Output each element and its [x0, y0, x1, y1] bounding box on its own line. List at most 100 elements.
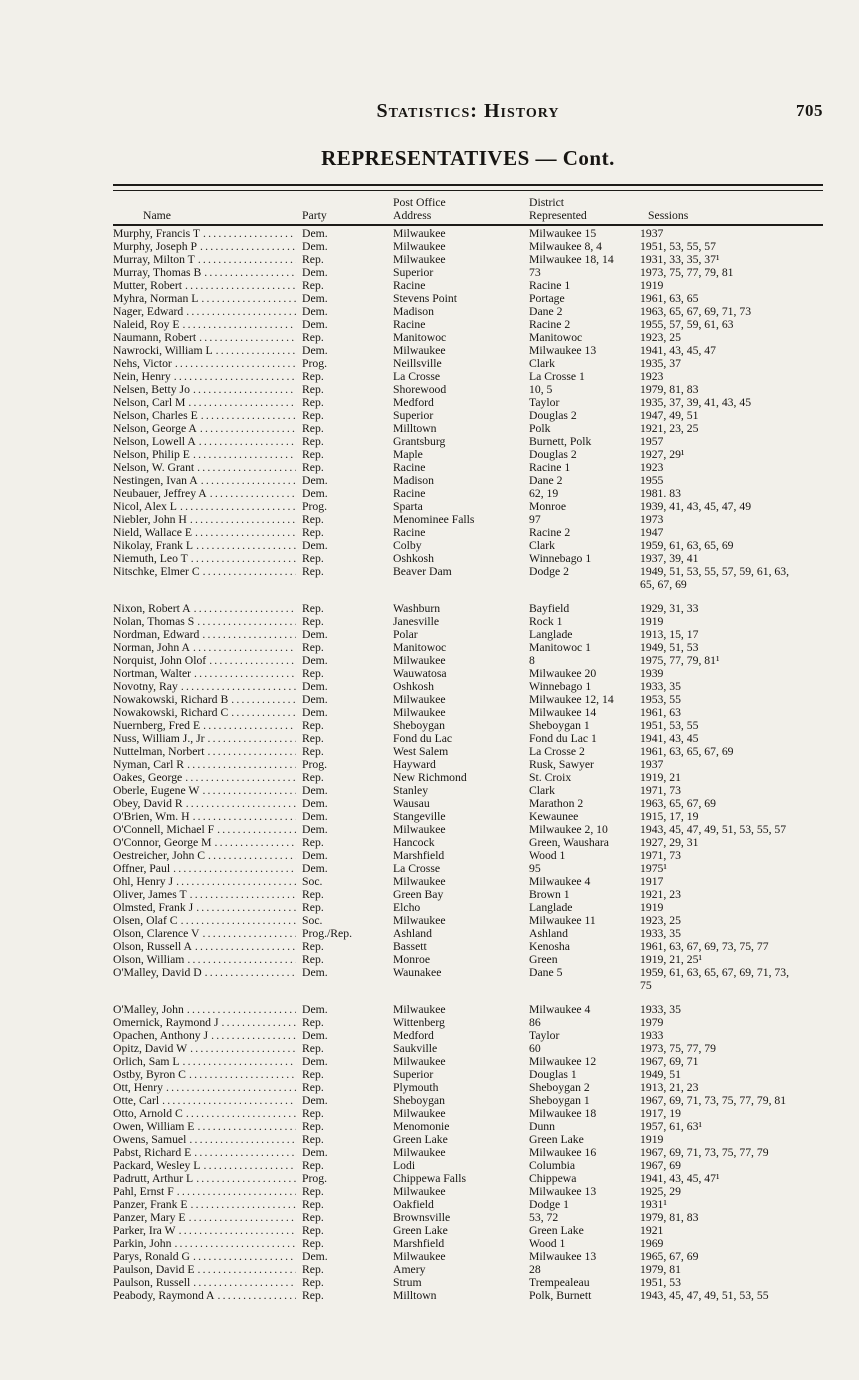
district-represented-cell: Dane 2: [529, 474, 563, 487]
representative-name: Panzer, Frank E: [113, 1198, 188, 1211]
representative-name: Owens, Samuel: [113, 1133, 187, 1146]
district-represented-cell: Chippewa: [529, 1172, 577, 1185]
representative-name: Nelson, W. Grant: [113, 461, 195, 474]
representative-name: Parker, Ira W: [113, 1224, 176, 1237]
representative-name: Norman, John A: [113, 641, 190, 654]
table-row: Otte, Carl Dem. Sheboygan Sheboygan 1 19…: [113, 1094, 823, 1107]
party-cell: Rep.: [302, 1120, 324, 1133]
post-office-address-cell: Hayward: [393, 758, 436, 771]
representative-name: Opitz, David W: [113, 1042, 188, 1055]
post-office-address-cell: Waunakee: [393, 966, 442, 979]
district-represented-cell: Green Lake: [529, 1133, 584, 1146]
post-office-address-cell: Racine: [393, 526, 426, 539]
representative-name-cell: Olsen, Olaf C: [113, 914, 302, 927]
party-cell: Rep.: [302, 602, 324, 615]
district-represented-cell: Racine 1: [529, 461, 571, 474]
representative-name-cell: Nortman, Walter: [113, 667, 302, 680]
sessions-cell: 1949, 51: [640, 1068, 681, 1081]
dot-leader: [181, 914, 296, 927]
party-cell: Dem.: [302, 706, 328, 719]
table-row: Oberle, Eugene W Dem. Stanley Clark 1971…: [113, 784, 823, 797]
representative-name-cell: Offner, Paul: [113, 862, 302, 875]
district-represented-cell: Douglas 1: [529, 1068, 577, 1081]
dot-leader: [185, 771, 296, 784]
dot-leader: [193, 383, 296, 396]
representative-name: Ott, Henry: [113, 1081, 163, 1094]
post-office-address-cell: La Crosse: [393, 862, 441, 875]
sessions-cell: 1937, 39, 41: [640, 552, 699, 565]
representative-name-cell: Panzer, Frank E: [113, 1198, 302, 1211]
representative-name-cell: Omernick, Raymond J: [113, 1016, 302, 1029]
representative-name-cell: Oestreicher, John C: [113, 849, 302, 862]
dot-leader: [189, 1068, 296, 1081]
district-represented-cell: Milwaukee 8, 4: [529, 240, 603, 253]
district-represented-cell: 95: [529, 862, 541, 875]
sessions-cell: 1963, 65, 67, 69, 71, 73: [640, 305, 752, 318]
representative-name: O'Connell, Michael F: [113, 823, 215, 836]
party-cell: Prog.: [302, 357, 328, 370]
district-represented-cell: 62, 19: [529, 487, 559, 500]
table-row: Nelson, Philip E Rep. Maple Douglas 2 19…: [113, 448, 823, 461]
representative-name-cell: O'Connell, Michael F: [113, 823, 302, 836]
representative-name: Myhra, Norman L: [113, 292, 199, 305]
post-office-address-cell: Green Bay: [393, 888, 444, 901]
party-cell: Dem.: [302, 318, 328, 331]
representative-name: Novotny, Ray: [113, 680, 178, 693]
column-header-line: Name: [143, 209, 171, 222]
table-row: Parker, Ira W Rep. Green Lake Green Lake…: [113, 1224, 823, 1237]
dot-leader: [194, 1146, 296, 1159]
representative-name: Nordman, Edward: [113, 628, 200, 641]
representative-name-cell: Pabst, Richard E: [113, 1146, 302, 1159]
party-cell: Rep.: [302, 1016, 324, 1029]
representative-name: Nikolay, Frank L: [113, 539, 194, 552]
dot-leader: [193, 1250, 296, 1263]
representative-name: Nuernberg, Fred E: [113, 719, 201, 732]
district-represented-cell: Winnebago 1: [529, 680, 592, 693]
table-row: O'Brien, Wm. H Dem. Stangeville Kewaunee…: [113, 810, 823, 823]
sessions-cell: 1967, 69, 71, 73, 75, 77, 79: [640, 1146, 769, 1159]
district-represented-cell: Dane 2: [529, 305, 563, 318]
post-office-address-cell: Manitowoc: [393, 331, 447, 344]
party-cell: Dem.: [302, 693, 328, 706]
dot-leader: [211, 1029, 296, 1042]
party-cell: Rep.: [302, 732, 324, 745]
representative-name-cell: Olson, Russell A: [113, 940, 302, 953]
district-represented-cell: 28: [529, 1263, 541, 1276]
representative-name-cell: Obey, David R: [113, 797, 302, 810]
dot-leader: [204, 266, 296, 279]
dot-leader: [194, 602, 296, 615]
district-represented-cell: Milwaukee 13: [529, 1185, 597, 1198]
party-cell: Rep.: [302, 448, 324, 461]
post-office-address-cell: Madison: [393, 474, 434, 487]
post-office-address-cell: Milwaukee: [393, 1055, 446, 1068]
table-row: Nehs, Victor Prog. Neillsville Clark 193…: [113, 357, 823, 370]
district-represented-cell: Green, Waushara: [529, 836, 609, 849]
table-row: Nelson, W. Grant Rep. Racine Racine 1 19…: [113, 461, 823, 474]
dot-leader: [162, 1094, 296, 1107]
dot-leader: [197, 1120, 296, 1133]
representative-name: Otte, Carl: [113, 1094, 160, 1107]
district-represented-cell: Milwaukee 18: [529, 1107, 597, 1120]
table-row: Nicol, Alex L Prog. Sparta Monroe 1939, …: [113, 500, 823, 513]
representative-name: Oakes, George: [113, 771, 183, 784]
post-office-address-cell: Wauwatosa: [393, 667, 447, 680]
district-represented-cell: 97: [529, 513, 541, 526]
sessions-cell: 1947: [640, 526, 664, 539]
post-office-address-cell: Neillsville: [393, 357, 442, 370]
representative-name: Naleid, Roy E: [113, 318, 180, 331]
dot-leader: [193, 1276, 296, 1289]
dot-leader: [201, 474, 296, 487]
representative-name: Owen, William E: [113, 1120, 195, 1133]
sessions-cell: 1961, 63: [640, 706, 681, 719]
representative-name: Nixon, Robert A: [113, 602, 191, 615]
representative-name-cell: Novotny, Ray: [113, 680, 302, 693]
representative-name-cell: Nawrocki, William L: [113, 344, 302, 357]
party-cell: Rep.: [302, 409, 324, 422]
party-cell: Dem.: [302, 1003, 328, 1016]
post-office-address-cell: Manitowoc: [393, 641, 447, 654]
representative-name: Nortman, Walter: [113, 667, 192, 680]
sessions-cell: 1955, 57, 59, 61, 63: [640, 318, 734, 331]
district-represented-cell: Ashland: [529, 927, 568, 940]
party-cell: Rep.: [302, 513, 324, 526]
district-represented-cell: Langlade: [529, 628, 573, 641]
